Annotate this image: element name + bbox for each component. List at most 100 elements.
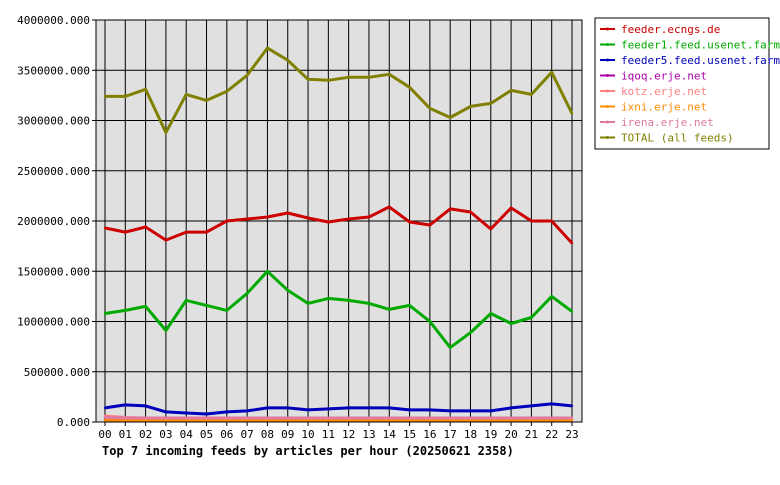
series-point [408, 416, 411, 420]
series-point [245, 292, 249, 295]
x-tick-label: 20 [504, 428, 517, 441]
series-point [327, 416, 330, 420]
series-point [408, 86, 411, 89]
series-point [306, 408, 310, 412]
legend-marker [606, 58, 609, 62]
series-point [225, 219, 229, 223]
series-point [408, 408, 411, 412]
series-point [103, 416, 107, 419]
series-point [266, 406, 269, 410]
series-point [266, 270, 269, 273]
legend-marker [606, 43, 609, 46]
series-point [225, 309, 229, 312]
series-point [164, 410, 168, 414]
series-point [185, 416, 188, 420]
legend-label: TOTAL (all feeds) [621, 132, 734, 145]
series-point [103, 95, 107, 98]
series-point [124, 416, 127, 420]
series-point [469, 331, 472, 334]
series-line [104, 402, 573, 416]
series-point [347, 76, 350, 79]
series-point [205, 412, 208, 416]
x-tick-label: 19 [484, 428, 497, 441]
series-point [509, 89, 513, 92]
series-point [550, 295, 553, 298]
series-point [286, 211, 289, 215]
x-tick-label: 05 [200, 428, 213, 441]
series-point [347, 299, 350, 302]
series-point [408, 304, 411, 307]
series-point [367, 76, 371, 79]
series-point [124, 309, 127, 312]
x-tick-label: 12 [342, 428, 355, 441]
series-point [327, 220, 330, 224]
series-point [347, 406, 350, 410]
series-point [530, 219, 533, 223]
series-point [408, 220, 411, 224]
series-point [570, 404, 574, 408]
series-point [489, 416, 492, 420]
series-point [530, 416, 533, 420]
series-point [509, 416, 513, 420]
series-point [245, 74, 249, 77]
series-point [327, 407, 330, 411]
series-point [509, 206, 513, 210]
x-tick-label: 18 [464, 428, 477, 441]
series-point [266, 46, 269, 50]
x-tick-label: 08 [261, 428, 274, 441]
series-point [306, 78, 310, 81]
x-tick-label: 13 [362, 428, 375, 441]
legend-marker [606, 136, 609, 139]
series-point [266, 215, 269, 219]
x-tick-label: 15 [403, 428, 416, 441]
x-tick-label: 02 [139, 428, 152, 441]
series-point [306, 416, 310, 420]
series-point [550, 402, 553, 406]
series-point [103, 312, 107, 315]
series-point [428, 416, 432, 420]
series-point [144, 225, 147, 229]
series-point [550, 219, 553, 223]
series-point [550, 416, 553, 420]
series-point [509, 406, 513, 410]
series-point [164, 131, 168, 134]
x-tick-label: 09 [281, 428, 294, 441]
legend-label: irena.erje.net [621, 116, 714, 129]
series-point [489, 102, 492, 105]
series-point [469, 210, 472, 214]
series-point [428, 223, 432, 227]
x-tick-label: 06 [220, 428, 233, 441]
y-tick-label: 0.000 [57, 416, 90, 429]
x-tick-label: 10 [301, 428, 314, 441]
series-point [225, 410, 229, 414]
series-point [286, 416, 289, 420]
series-point [327, 79, 330, 82]
series-point [164, 329, 168, 332]
x-tick-label: 23 [565, 428, 578, 441]
series-point [124, 230, 127, 234]
x-tick-label: 14 [383, 428, 397, 441]
series-point [185, 411, 188, 415]
series-point [530, 404, 533, 408]
series-point [570, 416, 574, 420]
series-point [367, 416, 371, 420]
x-tick-label: 16 [423, 428, 436, 441]
legend-marker [606, 89, 609, 93]
legend-label: ixni.erje.net [621, 101, 707, 114]
series-point [306, 302, 310, 305]
series-point [286, 59, 289, 62]
y-tick-label: 2500000.000 [17, 165, 90, 178]
series-point [225, 416, 229, 420]
series-point [124, 95, 127, 98]
series-point [509, 322, 513, 325]
series-point [489, 227, 492, 231]
series-point [550, 71, 553, 74]
series-point [205, 230, 208, 234]
series-point [185, 299, 188, 302]
series-point [286, 406, 289, 410]
series-point [245, 416, 249, 420]
y-tick-label: 500000.000 [24, 366, 90, 379]
series-line [104, 416, 572, 420]
series-line [104, 269, 573, 350]
series-point [286, 289, 289, 292]
